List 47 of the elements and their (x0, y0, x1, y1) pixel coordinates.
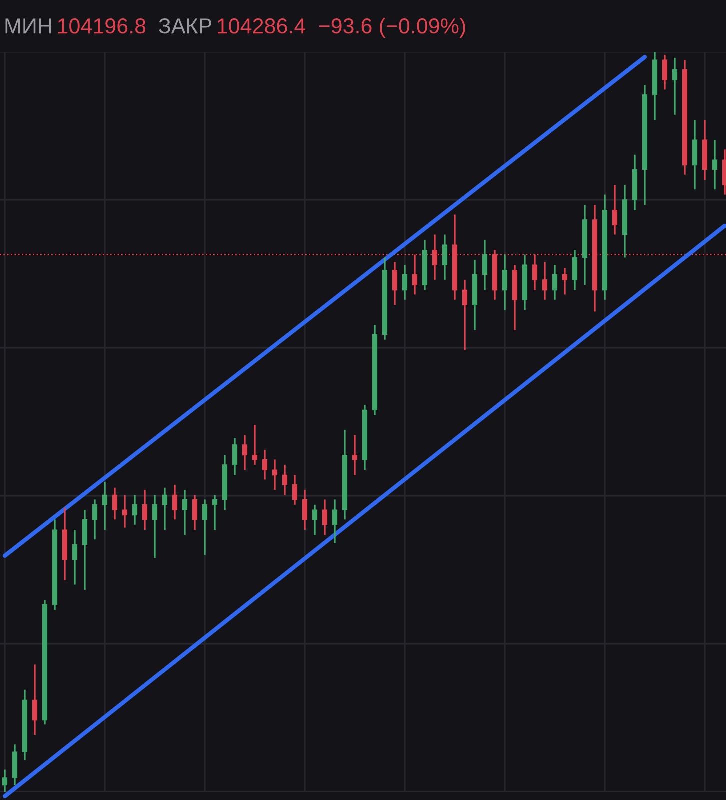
candlestick (122, 494, 128, 529)
candlestick (352, 434, 358, 476)
candlestick (152, 494, 158, 559)
candlestick (242, 434, 248, 471)
candlestick (302, 489, 308, 531)
candlestick (502, 254, 508, 312)
candlestick (172, 484, 178, 521)
candlestick (102, 481, 108, 531)
candlestick (2, 768, 8, 792)
text: МИН (6, 18, 52, 34)
candlestick (462, 279, 468, 352)
candlestick (162, 487, 168, 531)
candlestick (442, 234, 448, 281)
candlestick (92, 498, 98, 540)
candlestick (182, 489, 188, 536)
candlestick (262, 449, 268, 481)
candlestick (72, 529, 78, 586)
candlestick (712, 139, 718, 190)
candlestick (252, 424, 258, 466)
candlestick (662, 54, 668, 91)
candlestick (212, 494, 218, 531)
candlestick (292, 474, 298, 506)
candlestick (402, 264, 408, 301)
candlestick (32, 664, 38, 736)
candlestick (112, 487, 118, 521)
text: 104286.4 (218, 18, 306, 34)
candlestick (282, 464, 288, 496)
candlestick (612, 184, 618, 236)
candlestick (192, 494, 198, 531)
candlestick (572, 249, 578, 292)
text: 104196.8 (58, 18, 146, 34)
candlestick (332, 498, 338, 544)
text: −93.6 (−0.09%) (319, 18, 466, 38)
candlestick (672, 57, 678, 116)
text: ЗАКР (159, 18, 212, 34)
candlestick (202, 498, 208, 556)
candlestick (562, 267, 568, 296)
candlestick (232, 437, 238, 476)
candlestick (272, 458, 278, 491)
candlestick (322, 498, 328, 536)
candlestick (392, 261, 398, 306)
candlestick (132, 494, 138, 526)
candlestick (542, 261, 548, 301)
candlestick (482, 239, 488, 292)
candlestick (552, 264, 558, 301)
candlestick (142, 489, 148, 531)
candlestick (312, 504, 318, 536)
